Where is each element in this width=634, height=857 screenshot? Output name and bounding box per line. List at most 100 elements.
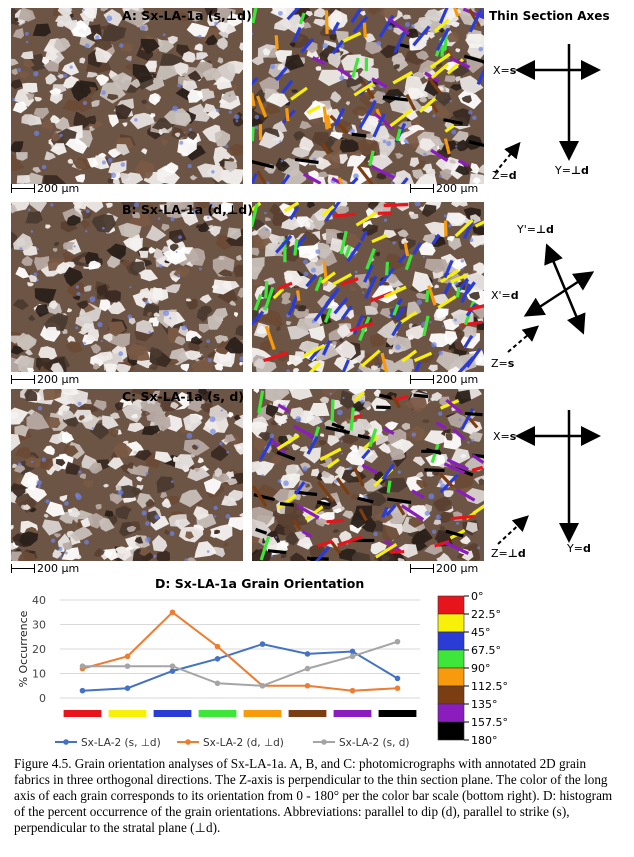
- color-bar-label: 90°: [471, 662, 491, 675]
- scale-bar-a-right: 200 µm: [410, 182, 478, 195]
- photomicrograph-c-annotated: [252, 389, 484, 561]
- color-bar-label: 135°: [471, 698, 498, 711]
- photomicrograph-a-plain: [11, 8, 243, 184]
- color-bar-label: 157.5°: [471, 716, 508, 729]
- color-bar-segment: [437, 721, 465, 741]
- data-point: [214, 643, 221, 650]
- category-color-swatch: [198, 710, 237, 717]
- micrograph-image: [11, 202, 243, 372]
- category-color-swatch: [378, 710, 417, 717]
- color-bar-label: 112.5°: [471, 680, 508, 693]
- data-point: [124, 653, 131, 660]
- micrograph-annotated-image: [252, 389, 484, 561]
- grain-orientation-chart: 0 10 20 30 40% Occurrence Sx-LA-2 (s, ⊥d) Sx-L…: [17, 594, 420, 749]
- scale-bar-a-left: 200 µm: [11, 182, 79, 195]
- data-point: [394, 675, 401, 682]
- series-line: [82, 610, 398, 692]
- micrograph-annotated-image: [252, 202, 484, 372]
- photomicrograph-b-plain: [11, 202, 243, 372]
- color-bar-label: 0°: [471, 590, 484, 603]
- micrograph-image: [11, 8, 243, 184]
- category-color-swatch: [108, 710, 147, 717]
- data-point: [259, 641, 266, 647]
- scale-bar-b-left: 200 µm: [11, 373, 79, 386]
- axis-y-label-b: Y'=⊥d: [517, 223, 554, 236]
- category-color-swatch: [153, 710, 192, 717]
- legend-marker: [63, 739, 69, 745]
- data-point: [259, 682, 266, 689]
- legend-marker: [321, 739, 327, 745]
- y-axis-label: % Occurrence: [17, 610, 30, 687]
- data-point: [79, 663, 86, 669]
- data-point: [169, 663, 176, 669]
- data-point: [304, 651, 311, 657]
- data-point: [79, 687, 86, 694]
- axis-y-label-a: Y=⊥d: [555, 164, 589, 177]
- color-bar-label: 22.5°: [471, 608, 501, 621]
- photomicrograph-c-plain: [11, 389, 243, 561]
- data-point: [304, 665, 311, 672]
- data-point: [124, 685, 131, 691]
- color-bar-segment: [437, 595, 465, 615]
- category-color-swatch: [63, 710, 102, 717]
- photomicrograph-b-annotated: [252, 202, 484, 372]
- y-tick-label: 10: [32, 668, 46, 681]
- scale-bar-c-left: 200 µm: [11, 562, 79, 575]
- y-tick-label: 40: [32, 594, 46, 607]
- axes-diagram-a: [494, 44, 601, 174]
- axes-diagram-b: [507, 243, 595, 353]
- data-point: [169, 668, 176, 674]
- panel-a-title: A: Sx-LA-1a (s,⊥d): [122, 8, 252, 23]
- data-point: [394, 638, 401, 645]
- y-tick-label: 30: [32, 619, 46, 632]
- panel-b-title: B: Sx-LA-1a (d,⊥d): [122, 202, 253, 217]
- color-bar-label: 67.5°: [471, 644, 501, 657]
- data-point: [214, 656, 221, 662]
- legend-marker: [185, 739, 191, 745]
- category-color-swatch: [333, 710, 372, 717]
- legend-label: Sx-LA-2 (s, ⊥d): [81, 737, 161, 749]
- axis-z-label-a: Z=d: [492, 169, 517, 182]
- series-line: [82, 640, 398, 687]
- color-bar-segment: [437, 613, 465, 633]
- photomicrograph-a-annotated: [252, 8, 484, 184]
- micrograph-annotated-image: [252, 8, 484, 184]
- series-line: [82, 643, 399, 692]
- y-tick-label: 20: [32, 643, 46, 656]
- color-bar-segment: [437, 685, 465, 705]
- axis-x-label-c: X=s: [493, 430, 517, 443]
- category-color-swatch: [288, 710, 327, 717]
- data-point: [169, 609, 176, 616]
- axis-z-label-b: Z=s: [491, 357, 515, 370]
- data-point: [214, 680, 221, 687]
- chart-title: D: Sx-LA-1a Grain Orientation: [155, 576, 365, 591]
- axes-diagram-c: [497, 410, 601, 545]
- color-bar-segment: [437, 631, 465, 651]
- thin-section-axes-title: Thin Section Axes: [489, 9, 610, 23]
- axis-x-label-b: X'=d: [491, 289, 519, 302]
- orientation-color-bar: 0° 22.5° 45° 67.5° 90° 112.5° 135° 157.5° 180°: [437, 590, 508, 747]
- data-point: [349, 648, 356, 655]
- data-point: [124, 663, 131, 669]
- panel-c-title: C: Sx-LA-1a (s, d): [122, 389, 245, 404]
- category-color-swatch: [243, 710, 282, 717]
- data-point: [349, 687, 356, 694]
- figure-caption: Figure 4.5. Grain orientation analyses o…: [14, 756, 613, 835]
- data-point: [394, 685, 401, 691]
- axis-y-label-c: Y=d: [567, 542, 591, 555]
- scale-bar-c-right: 200 µm: [410, 562, 478, 575]
- color-bar-segment: [437, 703, 465, 723]
- axis-x-label-a: X=s: [493, 64, 517, 77]
- legend-label: Sx-LA-2 (d, ⊥d): [203, 737, 284, 749]
- micrograph-image: [11, 389, 243, 561]
- color-bar-segment: [437, 667, 465, 687]
- color-bar-label: 180°: [471, 734, 498, 747]
- axis-z-label-c: Z=⊥d: [491, 547, 526, 560]
- data-point: [304, 682, 311, 689]
- y-tick-label: 0: [39, 692, 46, 705]
- color-bar-segment: [437, 649, 465, 669]
- color-bar-label: 45°: [471, 626, 491, 639]
- data-point: [349, 653, 356, 660]
- scale-bar-b-right: 200 µm: [410, 373, 478, 386]
- legend-label: Sx-LA-2 (s, d): [339, 737, 410, 749]
